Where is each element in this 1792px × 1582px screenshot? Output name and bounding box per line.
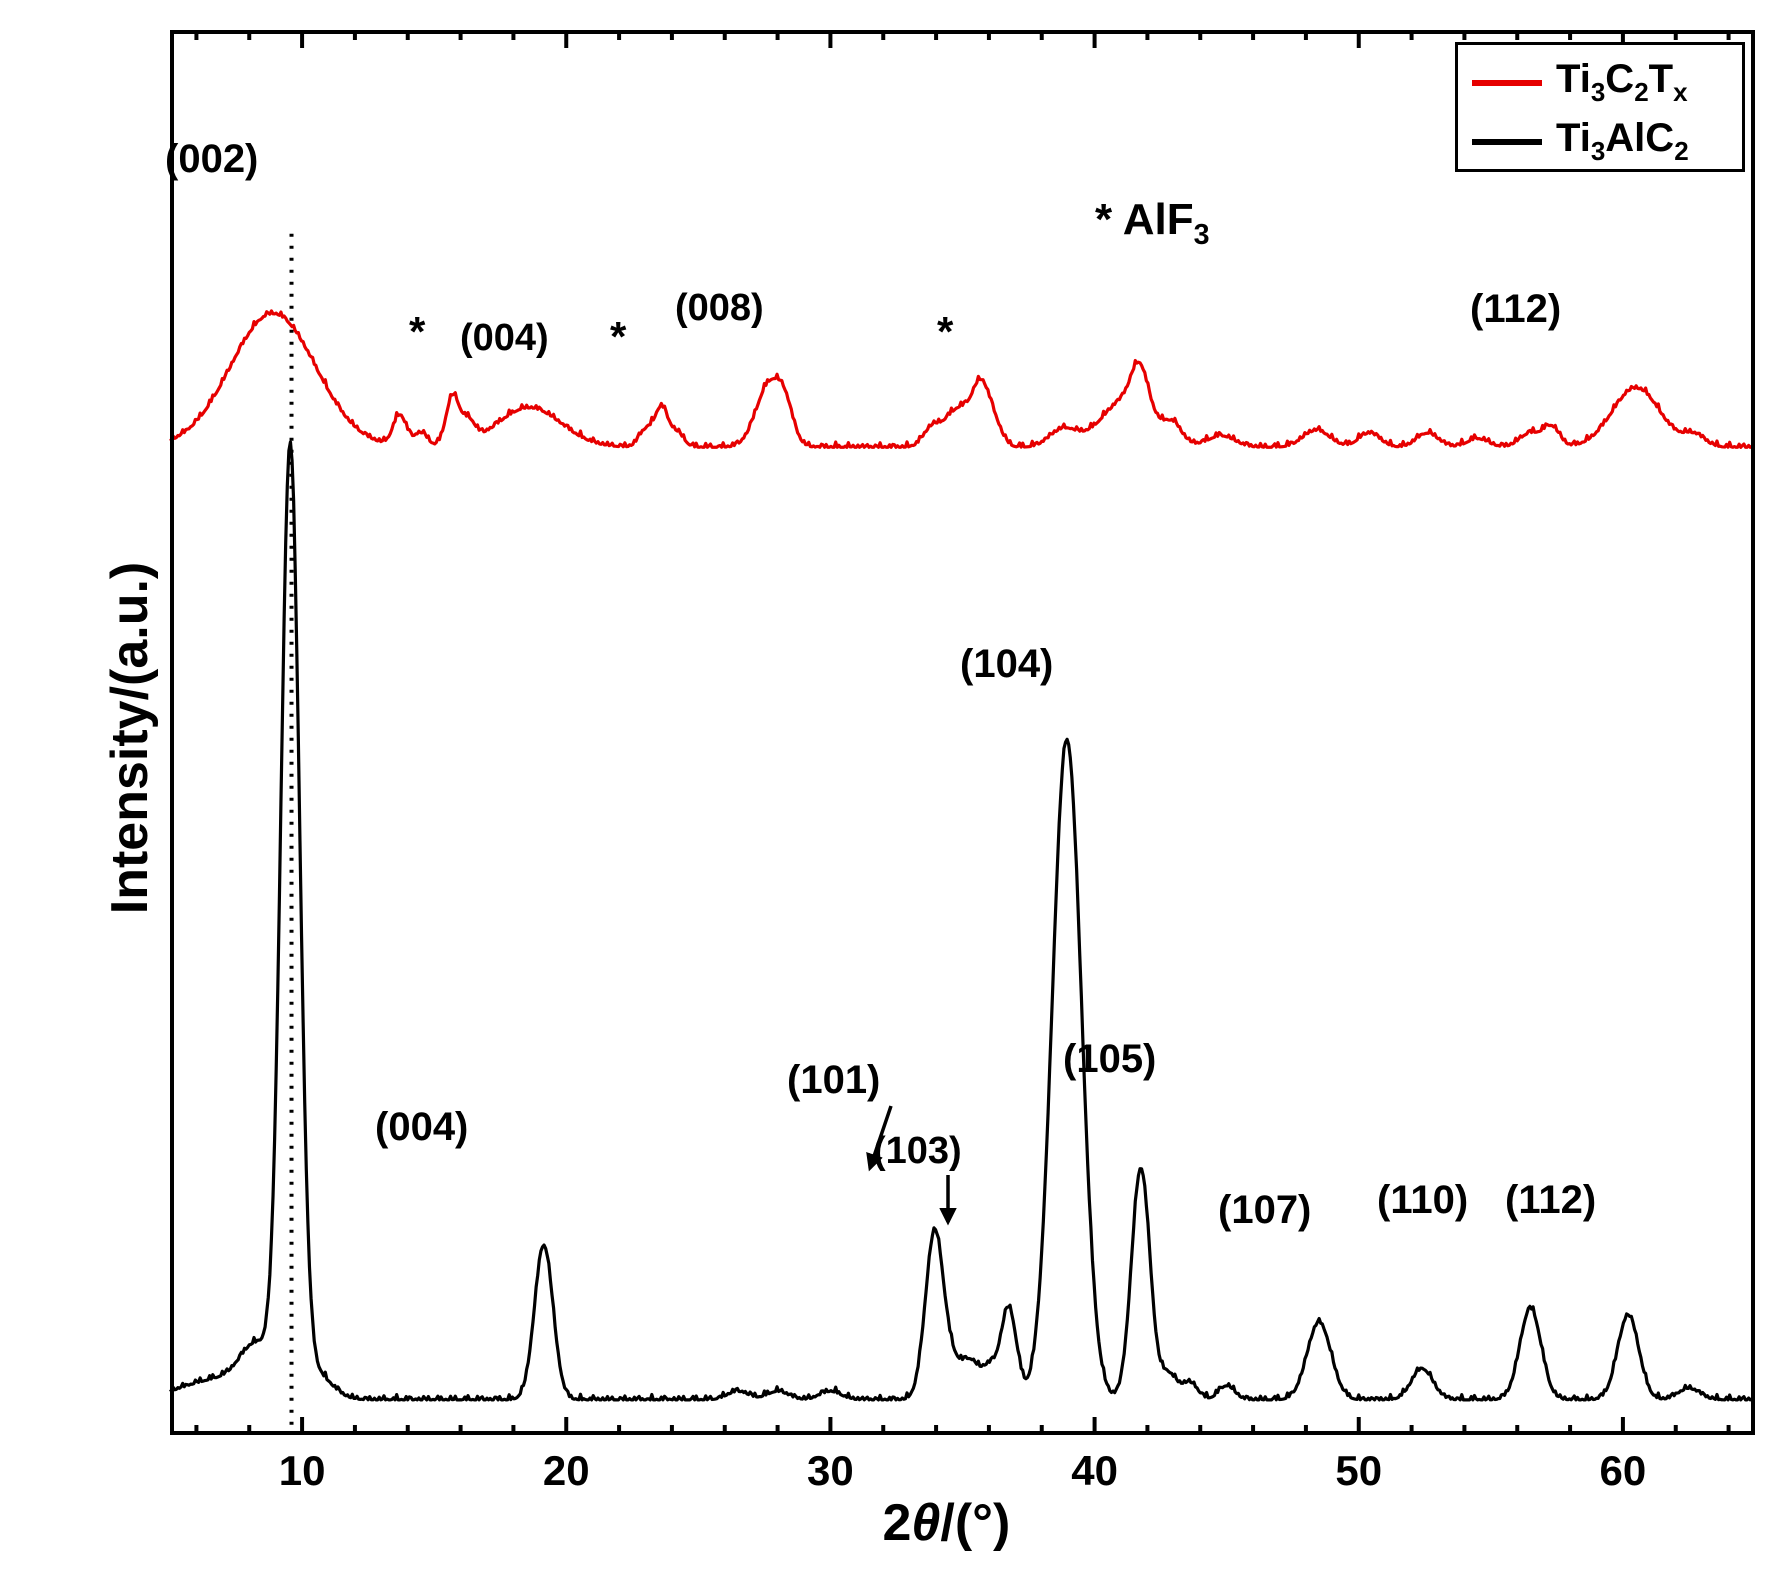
peak-label: (002) xyxy=(165,137,258,182)
x-tick-label: 30 xyxy=(800,1447,860,1495)
peak-label: (112) xyxy=(1505,1178,1596,1223)
star-annotation: * xyxy=(937,308,953,356)
plot-svg xyxy=(170,30,1755,1435)
peak-label: (004) xyxy=(460,317,549,360)
peak-label: (004) xyxy=(375,1105,468,1150)
legend-item: Ti3AlC2 xyxy=(1472,116,1689,167)
peak-label: (107) xyxy=(1218,1188,1311,1233)
x-axis-label: 2θ/(°) xyxy=(883,1493,1011,1553)
x-tick-label: 50 xyxy=(1329,1447,1389,1495)
series-Ti3AlC2 xyxy=(170,442,1755,1400)
star-annotation: * xyxy=(610,313,626,361)
x-tick-label: 60 xyxy=(1593,1447,1653,1495)
alf3-annotation: * AlF3 xyxy=(1095,195,1210,252)
legend-label: Ti3C2Tx xyxy=(1556,57,1688,108)
peak-label: (105) xyxy=(1063,1037,1156,1082)
legend-item: Ti3C2Tx xyxy=(1472,57,1688,108)
legend-box: Ti3C2Tx Ti3AlC2 xyxy=(1455,42,1745,172)
x-tick-label: 40 xyxy=(1065,1447,1125,1495)
peak-label: (112) xyxy=(1470,287,1561,332)
peak-label: (103) xyxy=(873,1130,962,1173)
legend-line-swatch xyxy=(1472,139,1542,145)
star-annotation: * xyxy=(409,308,425,356)
peak-label: (104) xyxy=(960,642,1053,687)
peak-label: (110) xyxy=(1377,1178,1468,1223)
peak-label: (101) xyxy=(787,1058,880,1103)
peak-label: (008) xyxy=(675,287,764,330)
x-tick-label: 10 xyxy=(272,1447,332,1495)
legend-label: Ti3AlC2 xyxy=(1556,116,1689,167)
x-tick-label: 20 xyxy=(536,1447,596,1495)
legend-line-swatch xyxy=(1472,80,1542,86)
y-axis-label: Intensity/(a.u.) xyxy=(100,528,160,948)
figure-root: Intensity/(a.u.) 10 20 30 40 50 60 2θ/(°) Ti3… xyxy=(0,0,1792,1582)
plot-area xyxy=(170,30,1755,1435)
